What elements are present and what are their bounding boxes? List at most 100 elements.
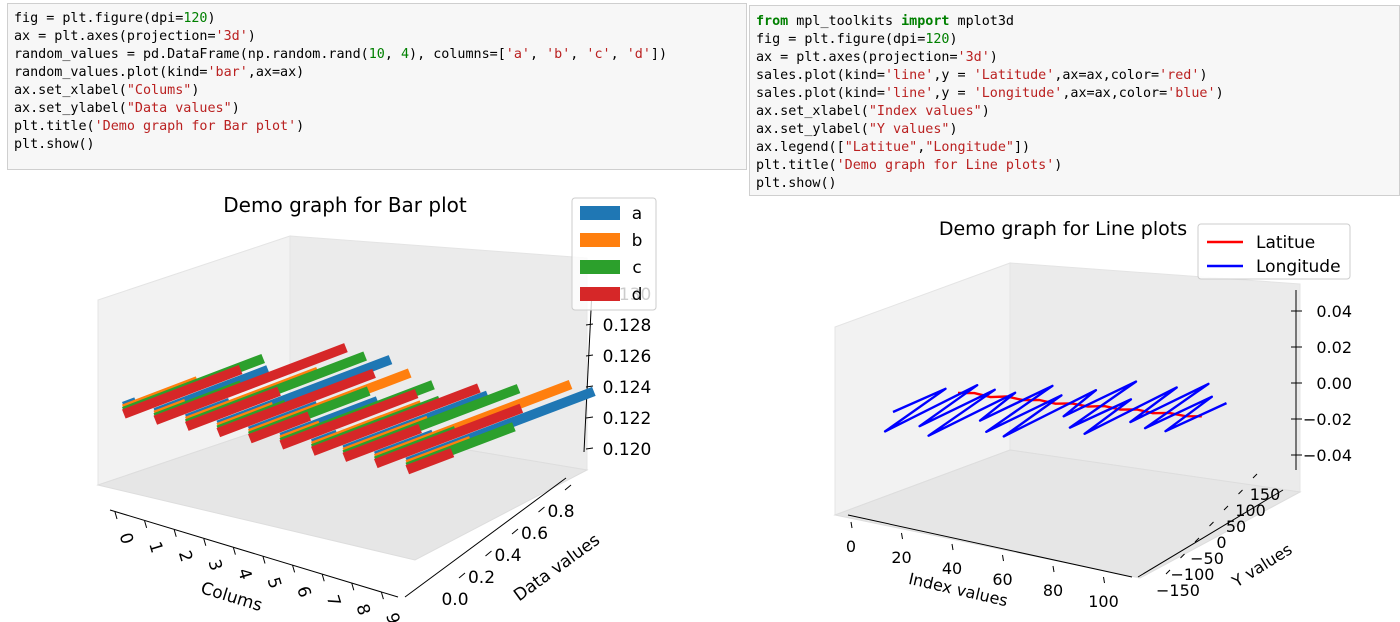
bar-z-tick-label: 0.128 xyxy=(603,316,652,336)
bar-y-tick-mark xyxy=(511,528,519,535)
bar-d-1 xyxy=(153,343,348,425)
code-token: ) xyxy=(296,119,305,134)
code-token: ax.legend([ xyxy=(756,140,845,155)
line-y-axis-line xyxy=(1137,489,1284,578)
bar-y-tick-label: 0.0 xyxy=(441,590,468,610)
code-token: ) xyxy=(949,32,958,47)
bar-legend-swatch-d xyxy=(580,287,620,301)
code-token: ) xyxy=(949,122,958,137)
bar-x-tick-label: 9 xyxy=(381,611,403,622)
code-token: ax.set_ylabel( xyxy=(756,122,869,137)
bar-x-label: Colums xyxy=(198,578,264,616)
code-token: "Colums" xyxy=(126,83,192,98)
code-line-1: fig = plt.figure(dpi=120) xyxy=(756,32,958,47)
code-token: fig = plt.figure(dpi= xyxy=(756,32,926,47)
code-token: 120 xyxy=(925,32,950,47)
line-x-ticks: 0 20 40 60 80 100 xyxy=(846,521,1119,611)
line-x-axis-line xyxy=(847,514,1133,578)
bar-y-tick-label: 0.6 xyxy=(521,524,548,544)
code-line-2: random_values = pd.DataFrame(np.random.r… xyxy=(14,47,667,62)
code-token: "Index values" xyxy=(868,104,982,119)
bar-legend-label-d: d xyxy=(632,285,643,305)
line-x-tick-mark xyxy=(1002,554,1004,562)
line-y-label: Y values xyxy=(1228,540,1296,592)
code-line: from mpl_toolkits import mplot3d fig = p… xyxy=(756,13,1393,193)
bar-y-tick-label: 0.2 xyxy=(468,568,495,588)
line-series-Longitude xyxy=(883,380,1228,438)
line-legend-label-Longitude: Longitude xyxy=(1256,257,1341,277)
bar-x-axis-line xyxy=(109,509,399,598)
code-bar: fig = plt.figure(dpi=120) ax = plt.axes(… xyxy=(14,10,740,154)
code-line-3: sales.plot(kind='line',y = 'Latitude',ax… xyxy=(756,68,1208,83)
code-token: 'line' xyxy=(885,68,934,83)
code-token: import xyxy=(901,14,950,29)
code-token: fig = plt.figure(dpi= xyxy=(14,11,184,26)
code-line-6: plt.title('Demo graph for Bar plot') xyxy=(14,119,304,134)
code-token: 'Demo graph for Bar plot' xyxy=(94,119,297,134)
code-line-2: ax = plt.axes(projection='3d') xyxy=(756,50,998,65)
line-y-tick-label: 50 xyxy=(1226,517,1246,536)
code-token: , xyxy=(610,47,627,62)
code-line-9: plt.show() xyxy=(756,176,837,191)
code-token: plt.title( xyxy=(756,158,837,173)
code-token: 'bar' xyxy=(207,65,248,80)
bar-legend-label-b: b xyxy=(632,231,643,251)
bar-x-tick-mark xyxy=(203,538,207,546)
code-token: ) xyxy=(247,29,256,44)
line-y-tick-mark xyxy=(1209,521,1214,527)
code-line-5: ax.set_xlabel("Index values") xyxy=(756,104,990,119)
line-z-tick-label: −0.02 xyxy=(1303,410,1352,429)
code-token: ,ax=ax) xyxy=(247,65,305,80)
bar-legend-swatch-c xyxy=(580,260,620,274)
bar-x-tick-label: 6 xyxy=(292,584,314,600)
bar-y-tick-mark xyxy=(564,484,572,491)
bar-legend-swatch-a xyxy=(580,206,620,220)
code-token: ax.set_xlabel( xyxy=(756,104,869,119)
line-y-tick-label: 150 xyxy=(1250,485,1281,504)
line-z-tick-label: 0.04 xyxy=(1316,302,1352,321)
bar-legend-box xyxy=(571,197,657,311)
bar-x-tick-mark xyxy=(262,556,266,564)
code-cell-line[interactable]: from mpl_toolkits import mplot3d fig = p… xyxy=(749,5,1400,196)
code-token: '3d' xyxy=(957,50,990,65)
bar-d-0 xyxy=(122,365,243,419)
code-token: , xyxy=(570,47,587,62)
code-token: 120 xyxy=(183,11,208,26)
bar-d-4 xyxy=(248,411,312,444)
line-y-tick-mark xyxy=(1252,473,1258,479)
bar-z-tick-label: 0.124 xyxy=(603,378,652,398)
code-line-4: sales.plot(kind='line',y = 'Longitude',a… xyxy=(756,86,1224,101)
code-line-0: fig = plt.figure(dpi=120) xyxy=(14,11,216,26)
code-token: "Longitude" xyxy=(925,140,1014,155)
code-cell-bar[interactable]: fig = plt.figure(dpi=120) ax = plt.axes(… xyxy=(7,3,747,170)
bar-x-tick-mark xyxy=(144,520,148,529)
code-token: 'c' xyxy=(586,47,611,62)
code-token: 'line' xyxy=(885,86,934,101)
code-token: 'red' xyxy=(1159,68,1200,83)
code-line-0: from mpl_toolkits import mplot3d xyxy=(756,14,1014,29)
bar-z-tick-mark xyxy=(585,354,594,357)
line-x-tick-label: 100 xyxy=(1088,592,1119,611)
code-token: mpl_toolkits xyxy=(788,14,902,29)
code-token: ) xyxy=(207,11,216,26)
line-z-ticks: −0.04 −0.02 0.00 0.02 0.04 xyxy=(1291,302,1352,465)
code-line-1: ax = plt.axes(projection='3d') xyxy=(14,29,256,44)
bar-x-tick-label: 7 xyxy=(322,593,344,609)
bar-x-tick-mark xyxy=(321,574,325,582)
line-y-tick-label: −100 xyxy=(1171,565,1215,584)
code-token: ,ax=ax,color= xyxy=(1062,86,1168,101)
bar-z-tick-label: 0.120 xyxy=(603,440,652,460)
code-line-5: ax.set_ylabel("Data values") xyxy=(14,101,240,116)
code-token: ) xyxy=(231,101,240,116)
line-paths xyxy=(883,380,1228,438)
code-token: random_values = pd.DataFrame(np.random.r… xyxy=(14,47,369,62)
code-line-8: plt.title('Demo graph for Line plots') xyxy=(756,158,1062,173)
bar-d-3 xyxy=(216,368,376,438)
code-token: '3d' xyxy=(215,29,248,44)
bar-z-tick-label: 0.122 xyxy=(603,409,652,429)
code-token: 4 xyxy=(400,47,410,62)
